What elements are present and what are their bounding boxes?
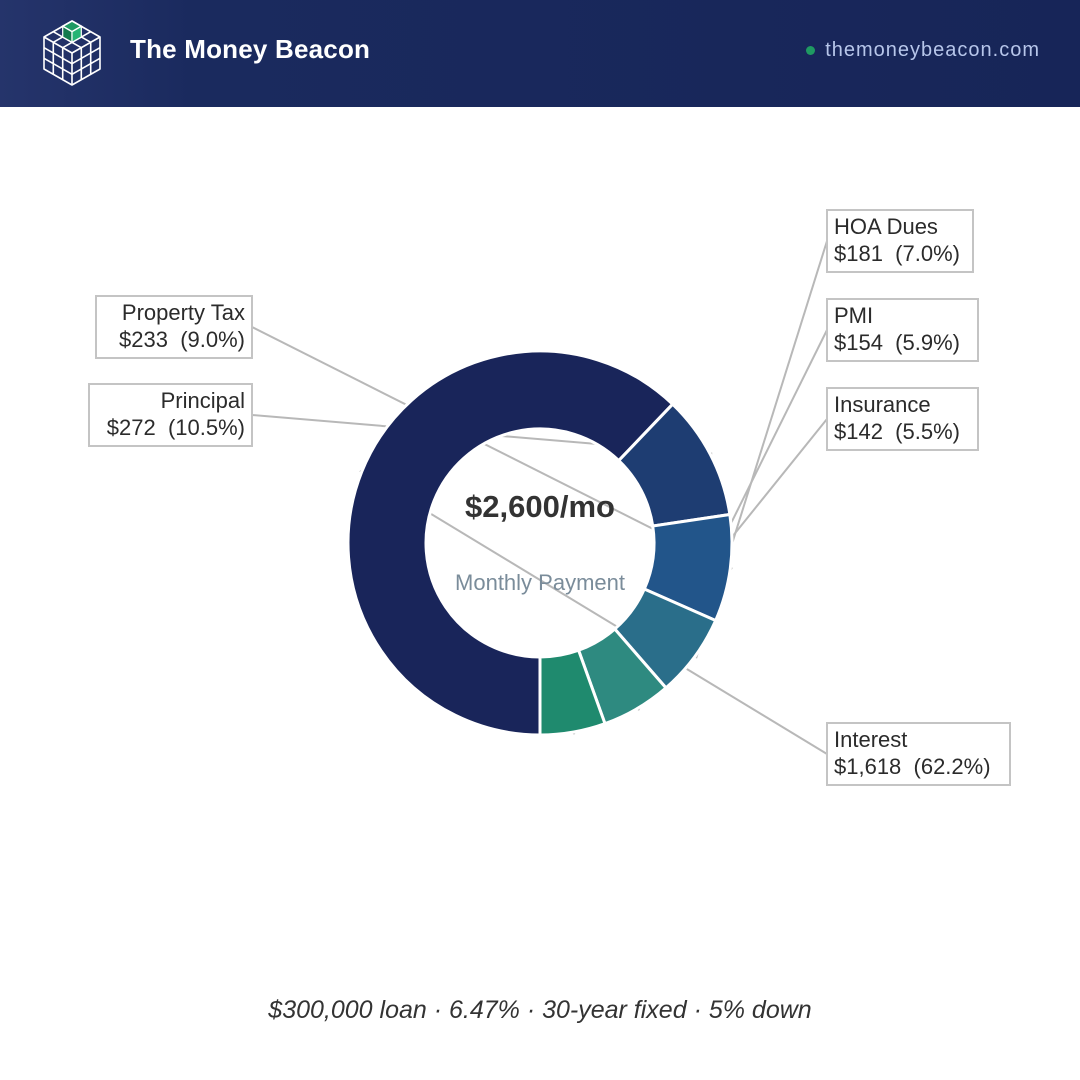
label-box — [826, 298, 979, 362]
label-insurance: Insurance$142 (5.5%) — [826, 387, 979, 451]
label-property-tax: Property Tax$233 (9.0%) — [95, 295, 253, 359]
cube-grid-icon — [43, 20, 101, 86]
label-box — [826, 209, 974, 273]
label-name: Insurance — [834, 392, 931, 417]
label-value: $181 (7.0%) — [834, 241, 960, 266]
slice-interest — [346, 349, 675, 737]
label-box — [88, 383, 253, 447]
label-name: PMI — [834, 303, 873, 328]
site-url[interactable]: themoneybeacon.com — [806, 39, 1040, 62]
center-value: $2,600/mo — [465, 489, 615, 524]
leader-interest — [359, 469, 828, 755]
donut-chart: Interest$1,618 (62.2%) Principal$272 (10.… — [88, 209, 1011, 786]
label-box — [826, 387, 979, 451]
label-principal: Principal$272 (10.5%) — [88, 383, 253, 447]
donut-slices — [346, 349, 734, 737]
brand-name: The Money Beacon — [130, 34, 371, 64]
loan-terms-caption: $300,000 loan · 6.47% · 30-year fixed · … — [268, 996, 812, 1024]
label-hoa-dues: HOA Dues$181 (7.0%) — [826, 209, 974, 273]
label-interest: Interest$1,618 (62.2%) — [826, 722, 1011, 786]
site-url-text: themoneybeacon.com — [825, 39, 1040, 61]
label-box — [95, 295, 253, 359]
label-box — [826, 722, 1011, 786]
status-dot-icon — [806, 46, 816, 55]
label-value: $233 (9.0%) — [119, 327, 245, 352]
slice-insurance — [538, 648, 607, 737]
label-value: $154 (5.9%) — [834, 330, 960, 355]
label-value: $142 (5.5%) — [834, 419, 960, 444]
label-value: $272 (10.5%) — [107, 415, 245, 440]
label-name: Property Tax — [122, 300, 245, 325]
header-bar: The Money Beacon themoneybeacon.com — [0, 0, 1080, 107]
label-name: HOA Dues — [834, 214, 938, 239]
center-label: Monthly Payment — [455, 570, 625, 595]
slice-labels: Interest$1,618 (62.2%) Principal$272 (10.… — [88, 209, 1011, 786]
label-pmi: PMI$154 (5.9%) — [826, 298, 979, 362]
label-value: $1,618 (62.2%) — [834, 754, 991, 779]
label-name: Interest — [834, 727, 907, 752]
label-name: Principal — [161, 388, 245, 413]
